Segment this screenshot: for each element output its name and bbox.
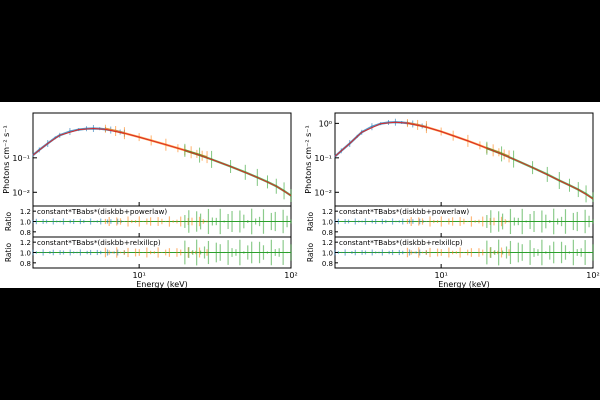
right-x-tick-label: 10¹ [434, 271, 447, 280]
left-model-line [32, 127, 292, 197]
left-ratio-tick-label: 0.8 [20, 260, 31, 268]
left-ratio2-model-label: constant*TBabs*(diskbb+relxillcp) [37, 238, 161, 247]
left-main-frame [32, 112, 292, 207]
left-ratio-tick-label: 1.0 [20, 250, 31, 258]
right-ratio-tick-label: 0.8 [322, 229, 333, 237]
right-ratio-tick-label: 0.8 [322, 260, 333, 268]
right-ratio1-model-label: constant*TBabs*(diskbb+powerlaw) [339, 207, 469, 216]
right-model-line [334, 121, 594, 200]
right-y-tick-label: 10⁻¹ [314, 154, 332, 163]
right-ratio-tick-label: 1.2 [322, 239, 333, 247]
left-x-tick-label: 10² [284, 271, 297, 280]
right-ratio-tick-label: 1.0 [322, 219, 333, 227]
right-series-2-line [486, 147, 594, 200]
left-ratio-tick-label: 1.2 [20, 239, 31, 247]
left-ratio-tick-label: 1.0 [20, 219, 31, 227]
left-y-tick-label: 10⁻¹ [12, 154, 30, 163]
right-ratio-tick-label: 1.2 [322, 208, 333, 216]
chart-svg: 10⁻² 10⁻¹ 10¹ 10² 1.2 1.0 0.8 constant*TBabs*(d… [2, 112, 600, 289]
left-ratio-tick-label: 1.2 [20, 208, 31, 216]
left-ratio1-model-label: constant*TBabs*(diskbb+powerlaw) [37, 207, 167, 216]
right-main-ylabel: Photons cm⁻² s⁻¹ [304, 125, 313, 193]
right-ratio2-model-label: constant*TBabs*(diskbb+relxillcp) [339, 238, 463, 247]
left-main-ylabel: Photons cm⁻² s⁻¹ [2, 125, 11, 193]
right-y-tick-label: 10⁰ [319, 119, 332, 128]
left-ratio2-ylabel: Ratio [4, 242, 13, 262]
right-ratio1-ylabel: Ratio [306, 211, 315, 231]
left-xlabel: Energy (keV) [136, 280, 188, 288]
left-ratio1-ylabel: Ratio [4, 211, 13, 231]
left-ratio-tick-label: 0.8 [20, 229, 31, 237]
right-y-tick-label: 10⁻² [314, 188, 332, 197]
left-y-tick-label: 10⁻² [12, 188, 30, 197]
right-ratio2-ylabel: Ratio [306, 242, 315, 262]
left-x-tick-label: 10¹ [132, 271, 145, 280]
right-ratio-tick-label: 1.0 [322, 250, 333, 258]
right-x-tick-label: 10² [586, 271, 599, 280]
figure: 10⁻² 10⁻¹ 10¹ 10² 1.2 1.0 0.8 constant*TBabs*(d… [0, 102, 600, 289]
right-xlabel: Energy (keV) [438, 280, 490, 288]
left-series-2-line [184, 149, 292, 197]
